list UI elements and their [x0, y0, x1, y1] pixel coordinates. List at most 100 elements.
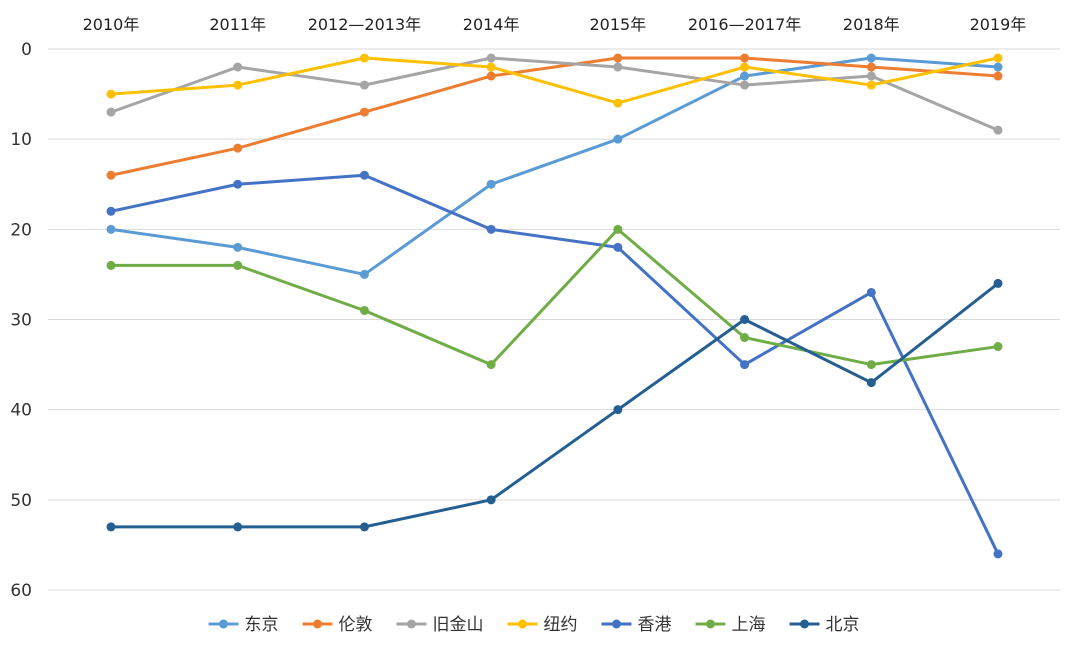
- data-point: [233, 179, 243, 189]
- data-point: [359, 522, 369, 532]
- legend-item: 北京: [789, 615, 860, 635]
- data-point: [359, 269, 369, 279]
- x-tick-label: 2019年: [970, 15, 1027, 34]
- series-3: [106, 53, 1003, 135]
- y-tick-label: 40: [10, 401, 32, 421]
- data-point: [613, 98, 623, 108]
- data-point: [866, 53, 876, 63]
- series-line: [109, 56, 1000, 132]
- x-tick-label: 2012—2013年: [308, 15, 421, 34]
- gridlines: [48, 48, 1060, 591]
- data-point: [359, 305, 369, 315]
- data-point: [106, 107, 116, 117]
- data-point: [106, 170, 116, 180]
- data-point: [866, 71, 876, 81]
- data-point: [359, 170, 369, 180]
- legend-item: 伦敦: [302, 615, 373, 635]
- data-point: [993, 62, 1003, 72]
- series-4: [106, 53, 1003, 108]
- x-tick-label: 2016—2017年: [688, 15, 801, 34]
- data-point: [233, 242, 243, 252]
- data-point: [486, 360, 496, 370]
- series-7: [106, 278, 1003, 532]
- data-point: [233, 522, 243, 532]
- data-point: [993, 278, 1003, 288]
- data-point: [359, 80, 369, 90]
- data-point: [993, 549, 1003, 559]
- data-point: [866, 360, 876, 370]
- data-point: [486, 62, 496, 72]
- legend-label: 旧金山: [433, 615, 484, 635]
- series-line: [109, 56, 1000, 276]
- data-point: [740, 71, 750, 81]
- series-5: [106, 170, 1003, 559]
- data-point: [993, 53, 1003, 63]
- data-point: [359, 107, 369, 117]
- data-point: [106, 522, 116, 532]
- data-point: [740, 333, 750, 343]
- y-axis-labels: 0 10 20 30 40 50 60: [10, 40, 32, 601]
- y-tick-label: 10: [10, 130, 32, 150]
- data-point: [993, 125, 1003, 135]
- x-tick-label: 2010年: [83, 15, 140, 34]
- series-line: [109, 56, 1000, 105]
- series-lines: [106, 53, 1003, 559]
- data-point: [613, 242, 623, 252]
- data-point: [106, 206, 116, 216]
- data-point: [740, 315, 750, 324]
- data-point: [740, 53, 750, 63]
- data-point: [486, 495, 496, 505]
- series-6: [106, 224, 1003, 370]
- data-point: [233, 62, 243, 72]
- legend-swatch-marker: [407, 619, 416, 629]
- data-point: [613, 224, 623, 234]
- data-point: [613, 405, 623, 415]
- data-point: [866, 80, 876, 90]
- series-line: [109, 56, 1000, 177]
- data-point: [486, 71, 496, 81]
- legend-swatch-marker: [612, 619, 621, 629]
- series-line: [109, 173, 1000, 556]
- data-point: [359, 53, 369, 63]
- legend-label: 上海: [732, 615, 766, 635]
- data-point: [106, 260, 116, 270]
- x-tick-label: 2011年: [209, 15, 266, 34]
- legend-item: 纽约: [507, 615, 578, 635]
- y-tick-label: 60: [10, 581, 32, 601]
- x-axis-labels: 2010年 2011年 2012—2013年 2014年 2015年 2016—2017年…: [83, 15, 1027, 34]
- series-2: [106, 53, 1003, 180]
- data-point: [486, 224, 496, 234]
- data-point: [613, 53, 623, 63]
- series-1: [106, 53, 1003, 279]
- series-line: [109, 227, 1000, 367]
- y-tick-label: 30: [10, 311, 32, 331]
- data-point: [613, 62, 623, 72]
- y-tick-label: 20: [10, 220, 32, 240]
- x-tick-label: 2014年: [463, 15, 520, 34]
- legend-item: 旧金山: [396, 615, 484, 635]
- data-point: [866, 62, 876, 72]
- legend-item: 上海: [695, 615, 766, 635]
- y-tick-label: 0: [21, 40, 32, 60]
- legend-item: 东京: [208, 615, 279, 635]
- legend-item: 香港: [601, 615, 672, 635]
- legend-label: 东京: [245, 615, 279, 635]
- data-point: [486, 53, 496, 63]
- y-tick-label: 50: [10, 491, 32, 511]
- legend-swatch-marker: [313, 619, 322, 629]
- legend-label: 北京: [826, 615, 860, 635]
- legend-swatch-marker: [219, 619, 228, 629]
- data-point: [740, 80, 750, 90]
- legend-label: 纽约: [544, 615, 578, 635]
- data-point: [613, 134, 623, 144]
- x-tick-label: 2015年: [589, 15, 646, 34]
- data-point: [233, 143, 243, 153]
- data-point: [993, 342, 1003, 352]
- x-tick-label: 2018年: [843, 15, 900, 34]
- data-point: [106, 224, 116, 234]
- data-point: [106, 89, 116, 99]
- data-point: [993, 71, 1003, 81]
- data-point: [233, 260, 243, 270]
